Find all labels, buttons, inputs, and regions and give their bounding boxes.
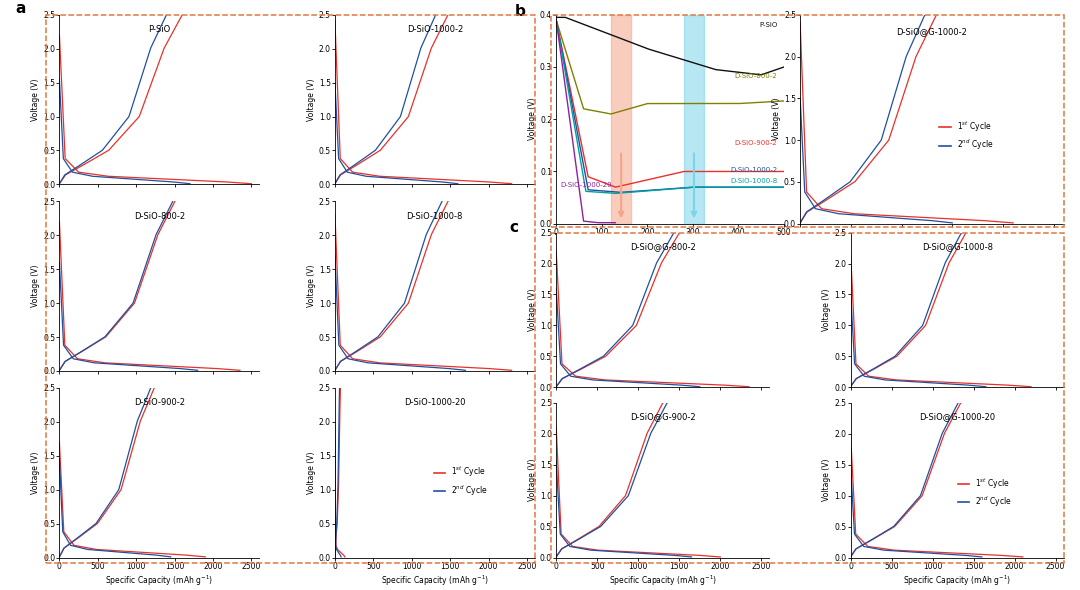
Text: D-SiO@G-1000-2: D-SiO@G-1000-2: [896, 27, 968, 37]
X-axis label: Specific Capacity (mAh g$^{-1}$): Specific Capacity (mAh g$^{-1}$): [616, 240, 725, 254]
Text: D-SiO-1000-8: D-SiO-1000-8: [730, 178, 778, 183]
Text: D-SiO-1000-20: D-SiO-1000-20: [561, 182, 612, 188]
Text: D-SiO-1000-20: D-SiO-1000-20: [404, 398, 465, 407]
Y-axis label: Voltage (V): Voltage (V): [307, 451, 315, 494]
Y-axis label: Voltage (V): Voltage (V): [528, 98, 537, 140]
Text: b: b: [515, 4, 526, 19]
Y-axis label: Voltage (V): Voltage (V): [31, 451, 40, 494]
Text: P-SiO: P-SiO: [148, 25, 171, 34]
Y-axis label: Voltage (V): Voltage (V): [823, 289, 832, 331]
Legend: 1$^{st}$ Cycle, 2$^{nd}$ Cycle: 1$^{st}$ Cycle, 2$^{nd}$ Cycle: [431, 462, 491, 500]
X-axis label: Specific Capacity (mAh g$^{-1}$): Specific Capacity (mAh g$^{-1}$): [381, 573, 489, 588]
Text: D-SiO@G-800-2: D-SiO@G-800-2: [630, 242, 696, 251]
X-axis label: Specific Capacity (mAh g$^{-1}$): Specific Capacity (mAh g$^{-1}$): [105, 573, 213, 588]
Y-axis label: Voltage (V): Voltage (V): [307, 78, 315, 121]
X-axis label: Specific Capacity (mAh g$^{-1}$): Specific Capacity (mAh g$^{-1}$): [609, 573, 717, 588]
Y-axis label: Voltage (V): Voltage (V): [528, 289, 537, 331]
Text: D-SiO-800-2: D-SiO-800-2: [134, 212, 185, 221]
Text: D-SiO-1000-2: D-SiO-1000-2: [730, 168, 778, 173]
Text: c: c: [510, 220, 518, 235]
Y-axis label: Voltage (V): Voltage (V): [772, 98, 781, 140]
Text: D-SiO-900-2: D-SiO-900-2: [134, 398, 185, 407]
X-axis label: Specific Capacity (mAh g$^{-1}$): Specific Capacity (mAh g$^{-1}$): [903, 573, 1011, 588]
Y-axis label: Voltage (V): Voltage (V): [307, 265, 315, 307]
Y-axis label: Voltage (V): Voltage (V): [528, 459, 537, 502]
Y-axis label: Voltage (V): Voltage (V): [31, 265, 40, 307]
Text: D-SiO@G-1000-8: D-SiO@G-1000-8: [921, 242, 993, 251]
Bar: [684, 15, 704, 224]
Legend: 1$^{st}$ Cycle, 2$^{nd}$ Cycle: 1$^{st}$ Cycle, 2$^{nd}$ Cycle: [936, 117, 997, 155]
Text: D-SiO-1000-2: D-SiO-1000-2: [407, 25, 463, 34]
Text: D-SiO@G-900-2: D-SiO@G-900-2: [630, 412, 696, 421]
Text: D-SiO-800-2: D-SiO-800-2: [734, 73, 778, 79]
Text: D-SiO-900-2: D-SiO-900-2: [734, 140, 778, 146]
Text: D-SiO@G-1000-20: D-SiO@G-1000-20: [919, 412, 996, 421]
Y-axis label: Voltage (V): Voltage (V): [31, 78, 40, 121]
Text: a: a: [15, 1, 26, 16]
Legend: 1$^{st}$ Cycle, 2$^{nd}$ Cycle: 1$^{st}$ Cycle, 2$^{nd}$ Cycle: [955, 473, 1015, 512]
Text: P-SiO: P-SiO: [759, 22, 778, 28]
Y-axis label: Voltage (V): Voltage (V): [823, 459, 832, 502]
Text: D-SiO-1000-8: D-SiO-1000-8: [406, 212, 463, 221]
Bar: [611, 15, 632, 224]
